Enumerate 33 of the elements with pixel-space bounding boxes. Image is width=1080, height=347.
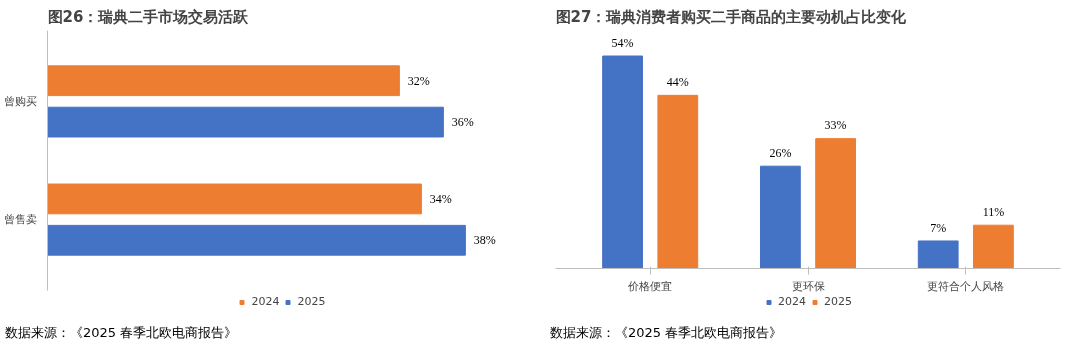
bar (602, 55, 643, 269)
legend-label: 2025 (824, 295, 852, 308)
data-label: 32% (407, 73, 430, 88)
y-tick-label: 曾售卖 (3, 213, 37, 227)
chart-title: 图26：瑞典二手市场交易活跃 (47, 7, 250, 26)
bar (815, 138, 856, 269)
bar (47, 224, 466, 256)
x-tick-label: 更环保 (791, 279, 825, 293)
bar (973, 224, 1014, 269)
source-note: 数据来源：《2025 春季北欧电商报告》 (5, 324, 238, 342)
legend-label: 2024 (251, 295, 280, 308)
source-note: 数据来源：《2025 春季北欧电商报告》 (550, 324, 783, 342)
data-label: 26% (769, 145, 792, 160)
bar (760, 165, 801, 269)
legend-label: 2024 (778, 295, 806, 308)
data-label: 11% (982, 204, 1005, 219)
chart-title: 图27：瑞典消费者购买二手商品的主要动机占比变化 (555, 7, 908, 26)
x-tick-label: 更符合个人风格 (927, 279, 1005, 293)
y-tick-label: 曾购买 (3, 94, 37, 108)
data-label: 33% (824, 118, 847, 133)
data-label: 38% (473, 233, 496, 248)
data-label: 54% (611, 35, 634, 50)
x-tick-label: 价格便宜 (627, 279, 673, 293)
bar (917, 240, 959, 269)
data-label: 44% (666, 74, 689, 89)
data-label: 36% (451, 115, 474, 130)
bar (47, 183, 422, 215)
bar (47, 106, 444, 138)
data-label: 7% (930, 220, 947, 235)
data-label: 34% (429, 191, 452, 206)
legend-label: 2025 (297, 295, 326, 308)
bar (657, 94, 699, 269)
bar (47, 65, 400, 97)
